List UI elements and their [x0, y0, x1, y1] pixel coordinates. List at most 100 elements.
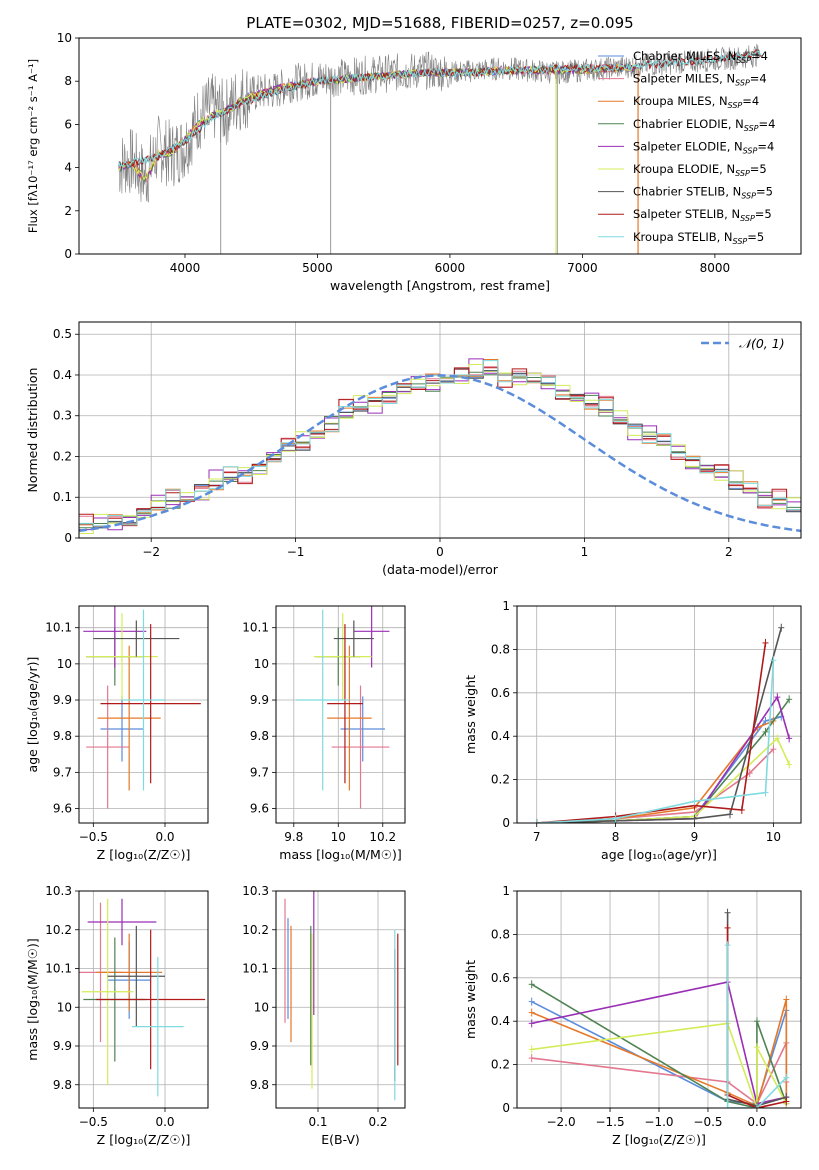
x-tick-label: 0.2: [368, 1115, 387, 1129]
axes-frame: [275, 890, 406, 1109]
legend-label: Kroupa STELIB, NSSP=5: [633, 230, 764, 246]
y-tick-label: 6: [64, 117, 72, 131]
x-axis-label: Z [log₁₀(Z/Z☉)]: [97, 1132, 191, 1147]
figure-title: PLATE=0302, MJD=51688, FIBERID=0257, z=0…: [246, 14, 633, 32]
y-tick-label: 9.9: [53, 693, 72, 707]
legend-label: Chabrier ELODIE, NSSP=4: [633, 117, 775, 133]
y-tick-label: 9.8: [53, 729, 72, 743]
x-tick-label: −1.5: [595, 1115, 624, 1129]
y-tick-label: 9.8: [250, 1078, 269, 1092]
series-line: [531, 1022, 788, 1108]
x-tick-label: 10: [331, 830, 346, 844]
panel-age-vs-mass: 9.8 10 10.2 9.6 9.7 9.8 9.9 10 10.1 mass [log₁₀(M…: [242, 605, 406, 862]
axes-frame: [78, 605, 209, 824]
y-tick-label: 0.4: [53, 368, 72, 382]
y-axis-label: mass weight: [463, 675, 478, 754]
x-tick-label: 5000: [302, 261, 333, 275]
x-tick-label: 9: [691, 830, 699, 844]
axes-frame: [78, 37, 802, 255]
legend-label: Kroupa MILES, NSSP=4: [633, 94, 759, 110]
x-tick-label: 7: [533, 830, 541, 844]
y-tick-label: 0: [502, 816, 510, 830]
y-axis-label: age [log₁₀(age/yr)]: [25, 657, 40, 773]
errorbar-point: [353, 606, 390, 668]
x-tick-label: −1.0: [644, 1115, 673, 1129]
x-tick-label: −1: [287, 545, 305, 559]
plot-area: [79, 358, 801, 538]
x-tick-label: 2: [725, 545, 733, 559]
y-tick-label: 0.2: [53, 449, 72, 463]
axes-frame: [275, 605, 406, 824]
y-tick-label: 0.8: [491, 927, 510, 941]
plot-area: [533, 623, 793, 823]
y-tick-label: 9.8: [53, 1078, 72, 1092]
y-tick-label: 8: [64, 74, 72, 88]
legend-label: 𝒩(0, 1): [739, 336, 785, 351]
y-tick-label: 10.2: [45, 923, 72, 937]
panel-mass-vs-ebv: 0.1 0.2 9.8 9.9 10 10.1 10.2 10.3 E(B-V): [242, 884, 406, 1147]
y-tick-label: 0.1: [53, 490, 72, 504]
y-tick-label: 0.4: [491, 1014, 510, 1028]
axes-frame: [516, 890, 802, 1109]
model-spectrum-line: [118, 50, 762, 170]
x-axis-label: Z [log₁₀(Z/Z☉)]: [612, 1132, 706, 1147]
panel-age-vs-Z: −0.5 0.0 9.6 9.7 9.8 9.9 10 10.1 Z [log₁₀(Z/Z☉)]…: [25, 605, 209, 862]
y-tick-label: 9.9: [250, 1039, 269, 1053]
y-tick-label: 9.9: [53, 1039, 72, 1053]
panel-mass-vs-Z: −0.5 0.0 9.8 9.9 10 10.1 10.2 10.3 Z [log₁₀(Z/Z☉…: [25, 884, 209, 1147]
y-tick-label: 10: [57, 1000, 72, 1014]
plot-area: [83, 606, 201, 809]
errorbar-point: [100, 624, 201, 784]
errorbar-point: [132, 956, 184, 1097]
axes-frame: [78, 890, 209, 1109]
x-tick-label: 6000: [435, 261, 466, 275]
x-tick-label: 0.0: [155, 830, 174, 844]
axes-frame: [516, 605, 802, 824]
y-tick-label: 9.8: [250, 729, 269, 743]
legend-label: Chabrier MILES, NSSP=4: [633, 49, 768, 65]
x-tick-label: −0.5: [79, 1115, 108, 1129]
y-tick-label: 0.4: [491, 729, 510, 743]
y-tick-label: 0: [64, 247, 72, 261]
x-tick-label: 10.2: [369, 830, 396, 844]
x-axis-label: age [log₁₀(age/yr)]: [601, 847, 717, 862]
x-axis-label: Z [log₁₀(Z/Z☉)]: [97, 847, 191, 862]
y-tick-label: 10: [57, 31, 72, 45]
normal-curve: [79, 374, 801, 533]
errorbar-point: [81, 898, 134, 1085]
errorbar-point: [327, 645, 372, 791]
y-tick-label: 2: [64, 204, 72, 218]
panel-residuals: −2 −1 0 1 2 0 0.1 0.2 0.3 0.4 0.5 (data-model)/erro…: [25, 321, 802, 577]
y-tick-label: 10.3: [242, 884, 269, 898]
y-tick-label: 10.3: [45, 884, 72, 898]
x-axis-label: E(B-V): [321, 1132, 360, 1147]
x-axis-label: (data-model)/error: [382, 562, 499, 577]
plot-area: [528, 908, 790, 1108]
y-tick-label: 10: [254, 1000, 269, 1014]
y-tick-label: 0.5: [53, 327, 72, 341]
y-tick-label: 0.8: [491, 642, 510, 656]
y-tick-label: 0: [64, 531, 72, 545]
legend-label: Salpeter MILES, NSSP=4: [633, 72, 767, 88]
y-axis-label: Flux [fλ10⁻¹⁷ erg cm⁻² s⁻¹ A⁻¹]: [26, 59, 40, 233]
legend-label: Kroupa ELODIE, NSSP=5: [633, 162, 767, 178]
errorbar-point: [86, 613, 158, 701]
series: [533, 638, 769, 823]
errorbar-point: [327, 624, 363, 784]
y-tick-label: 9.7: [250, 765, 269, 779]
plot-area: [284, 891, 399, 1101]
y-tick-label: 10.1: [242, 962, 269, 976]
panel-spectrum: 4000 5000 6000 7000 8000 0 2 4 6 8 10 wavelength [A…: [26, 31, 802, 293]
plot-area: [118, 43, 762, 254]
model-spectrum-line: [118, 48, 762, 169]
panel-massweight-vs-Z: −2.0 −1.5 −1.0 −0.5 0.0 0 0.2 0.4 0.6 0.8 1 Z [log₁…: [463, 884, 802, 1147]
errorbar-point: [86, 685, 130, 809]
x-axis-label: mass [log₁₀(M/M☉)]: [279, 847, 401, 862]
y-tick-label: 9.9: [250, 693, 269, 707]
y-tick-label: 10: [57, 657, 72, 671]
y-tick-label: 0: [502, 1101, 510, 1115]
y-tick-label: 0.3: [53, 409, 72, 423]
axes-frame: [78, 321, 802, 539]
errorbar-point: [107, 925, 165, 1027]
